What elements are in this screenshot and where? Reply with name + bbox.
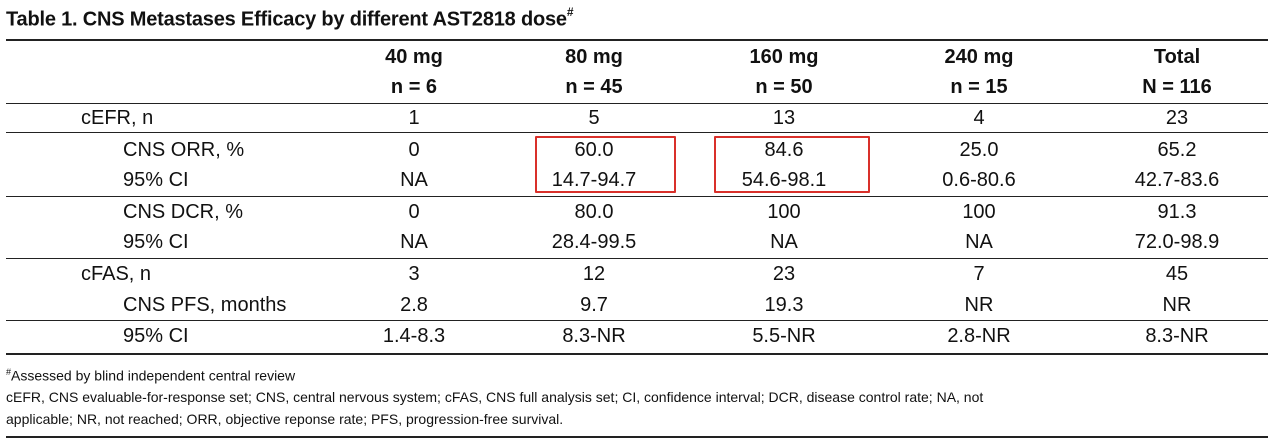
table-title: Table 1. CNS Metastases Efficacy by diff… [6, 5, 574, 32]
highlight-box-80mg [535, 136, 676, 193]
header-dose-80: 80 mg [565, 46, 623, 68]
row-label: cEFR, n [81, 107, 154, 129]
table-cell: 100 [962, 201, 996, 223]
table-cell: 72.0-98.9 [1134, 231, 1220, 253]
table-cell: 23 [1165, 107, 1189, 129]
group-rule-3 [6, 258, 1268, 259]
table-cell: 9.7 [580, 294, 608, 316]
row-label: CNS PFS, months [123, 294, 287, 316]
table-cell: 28.4-99.5 [551, 231, 637, 253]
table-cell: 19.3 [764, 294, 804, 316]
table-row: 95% CI NA 14.7-94.7 54.6-98.1 0.6-80.6 4… [0, 165, 1262, 195]
table-row: CNS PFS, months 2.8 9.7 19.3 NR NR [0, 290, 1262, 320]
bottom-rule [6, 353, 1268, 355]
table-cell: NA [400, 169, 428, 191]
row-label: 95% CI [123, 231, 189, 253]
header-row-n: n = 6 n = 45 n = 50 n = 15 N = 116 [0, 72, 1262, 102]
table-row: CNS DCR, % 0 80.0 100 100 91.3 [0, 197, 1262, 227]
table-row: cFAS, n 3 12 23 7 45 [0, 259, 1262, 289]
header-n-160: n = 50 [755, 76, 813, 98]
table-cell: 2.8-NR [947, 325, 1011, 347]
footnote-mark: # [6, 367, 12, 377]
group-rule-1 [6, 132, 1268, 133]
footnote-assessed-text: Assessed by blind independent central re… [11, 367, 296, 384]
table-cell: 8.3-NR [562, 325, 626, 347]
table-cell: 5.5-NR [752, 325, 816, 347]
table-cell: 1.4-8.3 [382, 325, 446, 347]
table-cell: NA [770, 231, 798, 253]
header-row-dose: 40 mg 80 mg 160 mg 240 mg Total [0, 42, 1262, 72]
table-cell: NA [400, 231, 428, 253]
table-cell: 0 [408, 201, 420, 223]
header-dose-160: 160 mg [749, 46, 819, 68]
table-cell: 0.6-80.6 [942, 169, 1016, 191]
table-cell: 45 [1165, 263, 1189, 285]
footnote-assessed: #Assessed by blind independent central r… [6, 367, 295, 384]
row-label: CNS ORR, % [123, 139, 245, 161]
table-cell: 5 [588, 107, 600, 129]
table-cell: 3 [408, 263, 420, 285]
table-cell: 14.7-94.7 [551, 169, 637, 191]
row-label: cFAS, n [81, 263, 152, 285]
header-dose-40: 40 mg [385, 46, 443, 68]
table-cell: 4 [973, 107, 985, 129]
table-cell: 8.3-NR [1145, 325, 1209, 347]
footnote-abbreviations-line-1: cEFR, CNS evaluable-for-response set; CN… [6, 389, 984, 405]
table-cell: 1 [408, 107, 420, 129]
table-row: 95% CI NA 28.4-99.5 NA NA 72.0-98.9 [0, 227, 1262, 257]
table-cell: 80.0 [574, 201, 614, 223]
table-cell: 42.7-83.6 [1134, 169, 1220, 191]
table-cell: 0 [408, 139, 420, 161]
header-n-40: n = 6 [390, 76, 438, 98]
row-label: 95% CI [123, 169, 189, 191]
table-row: cEFR, n 1 5 13 4 23 [0, 103, 1262, 133]
table-cell: 100 [767, 201, 801, 223]
table-cell: 2.8 [400, 294, 428, 316]
table-cell: 54.6-98.1 [741, 169, 827, 191]
group-rule-2 [6, 196, 1268, 197]
top-rule [6, 39, 1268, 41]
group-rule-4 [6, 320, 1268, 321]
header-n-total: N = 116 [1142, 76, 1212, 98]
table-cell: NA [965, 231, 993, 253]
table-cell: NR [1162, 294, 1192, 316]
table-cell: 91.3 [1157, 201, 1197, 223]
header-total: Total [1153, 46, 1201, 68]
table-cell: 60.0 [574, 139, 614, 161]
table-cell: 65.2 [1157, 139, 1197, 161]
row-label: 95% CI [123, 325, 189, 347]
header-rule [6, 103, 1268, 104]
table-cell: 12 [582, 263, 606, 285]
highlight-box-160mg [714, 136, 870, 193]
footnote-bottom-rule [6, 436, 1268, 438]
row-label: CNS DCR, % [123, 201, 244, 223]
table-cell: NR [964, 294, 994, 316]
table-cell: 7 [973, 263, 985, 285]
header-n-80: n = 45 [565, 76, 623, 98]
table-cell: 23 [772, 263, 796, 285]
title-footnote-mark: # [566, 5, 574, 19]
footnote-abbreviations-line-2: applicable; NR, not reached; ORR, object… [6, 411, 564, 427]
header-dose-240: 240 mg [944, 46, 1014, 68]
table-row: CNS ORR, % 0 60.0 84.6 25.0 65.2 [0, 135, 1262, 165]
header-n-240: n = 15 [950, 76, 1008, 98]
table-cell: 84.6 [764, 139, 804, 161]
table-cell: 13 [772, 107, 796, 129]
table-row: 95% CI 1.4-8.3 8.3-NR 5.5-NR 2.8-NR 8.3-… [0, 321, 1262, 351]
table-cell: 25.0 [959, 139, 999, 161]
table-title-text: Table 1. CNS Metastases Efficacy by diff… [6, 8, 567, 31]
